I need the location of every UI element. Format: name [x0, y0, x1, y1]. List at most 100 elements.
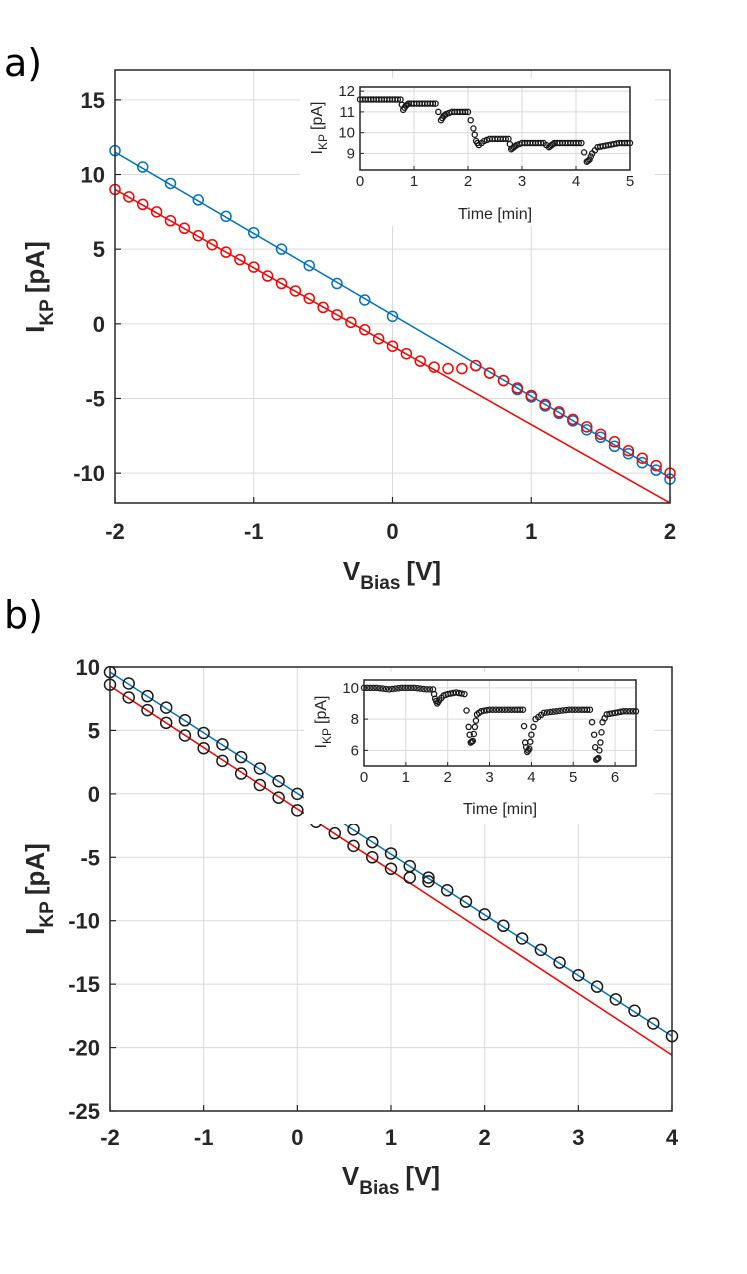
data-point [386, 310, 399, 323]
data-point [581, 424, 593, 436]
y-tick-label: 0 [88, 782, 100, 807]
data-point [403, 871, 416, 884]
inset-data-point [575, 139, 582, 147]
data-point [400, 347, 413, 360]
data-point [192, 229, 204, 242]
x-tick-label: -2 [105, 519, 125, 544]
data-point [303, 292, 315, 305]
inset-x-tick-label: 2 [464, 173, 472, 190]
fit-line [110, 671, 672, 1037]
panel-a-y-axis-label: IKP[pA] [20, 241, 58, 333]
data-point [497, 374, 510, 387]
y-tick-label: -25 [68, 1099, 100, 1124]
inset-data-point [572, 706, 579, 713]
x-tick-label: -2 [100, 1125, 120, 1150]
data-point [511, 382, 524, 394]
data-point [650, 459, 662, 472]
inset-x-tick-label: 3 [485, 769, 493, 786]
data-point [483, 367, 496, 379]
inset-data-point [403, 101, 411, 108]
inset-data-point [597, 739, 604, 746]
panel-a-y-ticks: -10 -5 0 5 10 15 [73, 88, 121, 486]
data-point [572, 969, 585, 982]
inset-data-point [556, 707, 563, 715]
fit-line [110, 685, 672, 1056]
y-tick-label: 5 [93, 237, 105, 262]
data-point [422, 871, 435, 884]
y-tick-label: -5 [85, 386, 105, 411]
data-point [216, 754, 229, 768]
inset-data-point [420, 685, 427, 693]
inset-data-point [470, 125, 477, 132]
inset-data-point [617, 708, 624, 716]
inset-data-point [462, 108, 469, 116]
panel-b-inset-y-axis-label: IKP[pA] [313, 696, 334, 749]
inset-x-tick-label: 3 [518, 173, 526, 190]
inset-data-point [398, 684, 405, 692]
data-point [525, 389, 537, 402]
inset-data-point [432, 100, 439, 107]
inset-data-point [373, 684, 380, 692]
data-point [384, 847, 398, 860]
inset-data-point [423, 686, 431, 693]
x-tick-label: 2 [664, 519, 676, 544]
panel-a-x-ticks: -2 -1 0 1 2 [105, 497, 676, 544]
data-point [178, 222, 191, 235]
data-point [234, 767, 248, 780]
inset-x-tick-label: 5 [569, 769, 577, 786]
inset-data-point [586, 706, 594, 713]
y-tick-label: 15 [81, 88, 105, 113]
data-point [248, 226, 260, 239]
inset-x-tick-label: 4 [572, 173, 580, 190]
x-tick-label: 0 [386, 519, 398, 544]
data-point [272, 791, 285, 804]
panel-a-inset-frame [359, 86, 631, 171]
data-point [272, 774, 285, 788]
x-tick-label: 0 [291, 1125, 303, 1150]
y-tick-label: 10 [81, 163, 105, 188]
inset-data-point [435, 108, 442, 116]
inset-data-point [586, 156, 593, 163]
data-point [137, 161, 149, 173]
inset-data-point [458, 690, 465, 697]
y-tick-label: -5 [80, 845, 100, 870]
inset-data-point [568, 706, 576, 713]
x-tick-label: -1 [194, 1125, 214, 1150]
data-point [359, 324, 371, 336]
panel-b-x-axis-label: VBias [V] [342, 1161, 440, 1199]
inset-data-point [483, 706, 490, 714]
data-point [159, 701, 173, 714]
panel-b-label: b) [4, 593, 43, 637]
data-point [150, 206, 163, 218]
inset-data-point [492, 706, 500, 713]
data-point [291, 787, 304, 801]
inset-data-point [583, 706, 591, 713]
panel-b-inset-frame [363, 679, 637, 767]
data-point [261, 270, 274, 282]
inset-y-tick-label: 11 [339, 104, 355, 121]
data-point [197, 741, 210, 755]
inset-x-tick-label: 1 [410, 173, 418, 190]
inset-data-point [519, 706, 527, 713]
inset-data-point [467, 116, 474, 124]
data-point [622, 447, 635, 460]
data-point [220, 246, 232, 258]
inset-data-point [591, 743, 599, 751]
data-point [636, 456, 648, 469]
inset-data-point [549, 140, 557, 148]
inset-data-point [543, 709, 551, 716]
data-point [141, 689, 154, 703]
inset-data-point [502, 135, 510, 143]
inset-data-point [486, 706, 493, 713]
data-point [478, 908, 491, 921]
panel-b-y-axis-label: IKP[pA] [20, 843, 58, 935]
inset-data-point [587, 153, 595, 160]
data-point [608, 440, 621, 453]
panel-a-inset-data-points [356, 96, 634, 165]
data-point [515, 932, 529, 945]
inset-y-tick-label: 12 [338, 83, 355, 100]
inset-y-tick-label: 9 [347, 145, 355, 162]
data-point [590, 980, 604, 993]
data-point [234, 750, 248, 764]
